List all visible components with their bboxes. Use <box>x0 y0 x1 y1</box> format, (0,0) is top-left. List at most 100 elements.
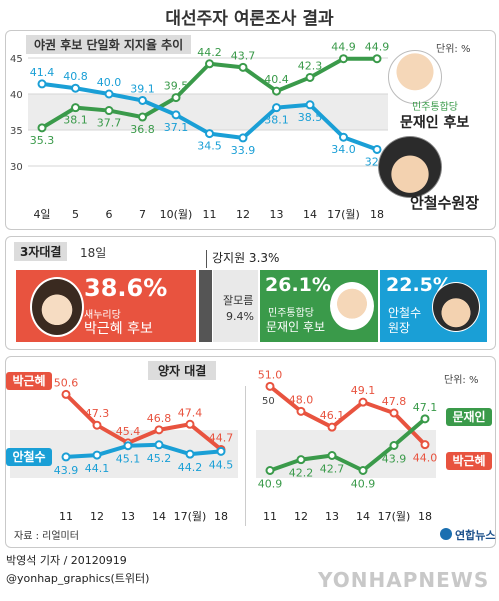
three-way-title: 3자대결 <box>14 242 68 261</box>
data-point <box>37 123 47 133</box>
trend-chart: 45 40 35 30 4일 5 6 7 10(월) 11 12 13 14 17(월) 18 35.3 38.… <box>10 41 390 221</box>
data-label: 45.4 <box>116 425 141 438</box>
kang-marker <box>206 250 207 268</box>
data-label: 36.8 <box>130 123 155 136</box>
data-label: 38.1 <box>63 114 88 127</box>
x-tick-label: 11 <box>263 510 277 523</box>
data-label: 40.9 <box>258 478 283 491</box>
x-tick-label: 11 <box>59 510 73 523</box>
data-point <box>154 425 164 435</box>
x-tick-label: 17(월) <box>378 510 411 523</box>
x-tick-label: 14 <box>152 510 166 523</box>
x-tick-label: 12 <box>236 208 250 221</box>
series-tag-label: 박근혜 <box>452 453 485 468</box>
y-tick-label: 40 <box>10 90 23 101</box>
kang-segment <box>199 270 212 342</box>
data-label: 47.3 <box>85 407 110 420</box>
x-tick-label: 10(월) <box>160 208 193 221</box>
data-point <box>339 54 348 64</box>
series-line <box>64 392 223 452</box>
x-tick-label: 14 <box>303 208 317 221</box>
data-label: 34.0 <box>331 143 356 156</box>
moon-party: 민주통합당 <box>268 308 314 319</box>
data-point <box>265 466 275 475</box>
data-point <box>265 381 275 391</box>
moon-name-label: 문재인 후보 <box>400 115 470 131</box>
data-point <box>171 110 181 120</box>
data-point <box>171 93 181 103</box>
data-label: 40.4 <box>264 73 289 86</box>
x-tick-label: 6 <box>106 208 113 221</box>
data-label: 50.6 <box>54 376 79 389</box>
data-label: 43.9 <box>54 464 79 477</box>
series-tag <box>6 448 52 466</box>
data-point <box>420 414 430 424</box>
data-label: 42.2 <box>289 467 314 480</box>
data-label: 35.3 <box>30 134 55 147</box>
data-label: 44.5 <box>209 458 234 471</box>
data-point <box>123 441 133 451</box>
data-label: 47.1 <box>413 401 438 414</box>
data-label: 42.7 <box>320 463 345 476</box>
data-label: 44.2 <box>178 461 203 474</box>
head-to-head-title: 양자 대결 <box>148 361 217 380</box>
data-label: 44.9 <box>365 41 390 54</box>
data-label: 33.9 <box>231 144 256 157</box>
data-point <box>327 451 337 460</box>
data-point <box>138 95 147 105</box>
data-point <box>272 86 281 96</box>
data-label: 47.8 <box>382 395 407 408</box>
data-point <box>420 440 430 450</box>
x-tick-label: 11 <box>203 208 217 221</box>
x-tick-label: 18 <box>418 510 432 523</box>
data-point <box>92 420 102 430</box>
data-point <box>339 132 348 142</box>
moon-party-label: 민주통합당 <box>412 102 458 113</box>
infographic-title: 대선주자 여론조사 결과 <box>165 9 334 29</box>
data-label: 44.0 <box>413 452 438 465</box>
data-point <box>71 83 80 93</box>
x-tick-label: 13 <box>121 510 135 523</box>
series-line <box>269 417 427 473</box>
y-tick-label: 50 <box>262 396 275 407</box>
data-label: 46.8 <box>147 412 172 425</box>
data-label: 45.2 <box>147 452 172 465</box>
data-label: 51.0 <box>258 368 283 381</box>
moon-avatar-small <box>330 282 374 330</box>
data-label: 37.1 <box>164 121 189 134</box>
park-name: 박근혜 후보 <box>84 321 153 337</box>
x-tick-label: 13 <box>325 510 339 523</box>
head-to-head-chart: 11 12 13 14 17(월) 18 50.6 47.3 45.4 46.8 47.4 44.7 4… <box>6 368 492 523</box>
unit-label-2: 단위: % <box>444 375 479 386</box>
yonhap-logo-icon <box>440 528 452 540</box>
data-label: 34.5 <box>197 140 222 153</box>
chart-title: 야권 후보 단일화 지지율 추이 <box>26 35 192 54</box>
x-tick-label: 17(월) <box>327 208 360 221</box>
unknown-segment <box>213 270 258 342</box>
data-label: 37.7 <box>97 117 122 130</box>
data-label: 41.4 <box>30 66 55 79</box>
ahn-name: 안철수 원장 <box>388 306 422 335</box>
data-point <box>92 450 102 460</box>
data-point <box>185 419 195 429</box>
data-point <box>296 406 306 416</box>
data-label: 46.1 <box>320 409 345 422</box>
data-label: 44.1 <box>85 462 110 475</box>
data-point <box>104 106 114 116</box>
data-point <box>389 441 399 450</box>
data-point <box>296 455 306 465</box>
data-point <box>61 389 71 399</box>
series-tag <box>446 452 492 470</box>
data-point <box>61 452 71 462</box>
ahn-percent: 22.5% <box>386 274 452 296</box>
series-tag-label: 박근혜 <box>12 373 45 388</box>
x-tick-label: 17(월) <box>174 510 207 523</box>
unknown-value: 9.4% <box>226 310 254 323</box>
data-point <box>216 446 226 456</box>
data-point <box>37 79 47 89</box>
park-party: 새누리당 <box>84 310 121 321</box>
three-way-date: 18일 <box>80 246 107 260</box>
data-label: 44.9 <box>331 41 356 54</box>
data-label: 39.5 <box>164 80 189 93</box>
y-tick-label: 35 <box>10 126 23 137</box>
